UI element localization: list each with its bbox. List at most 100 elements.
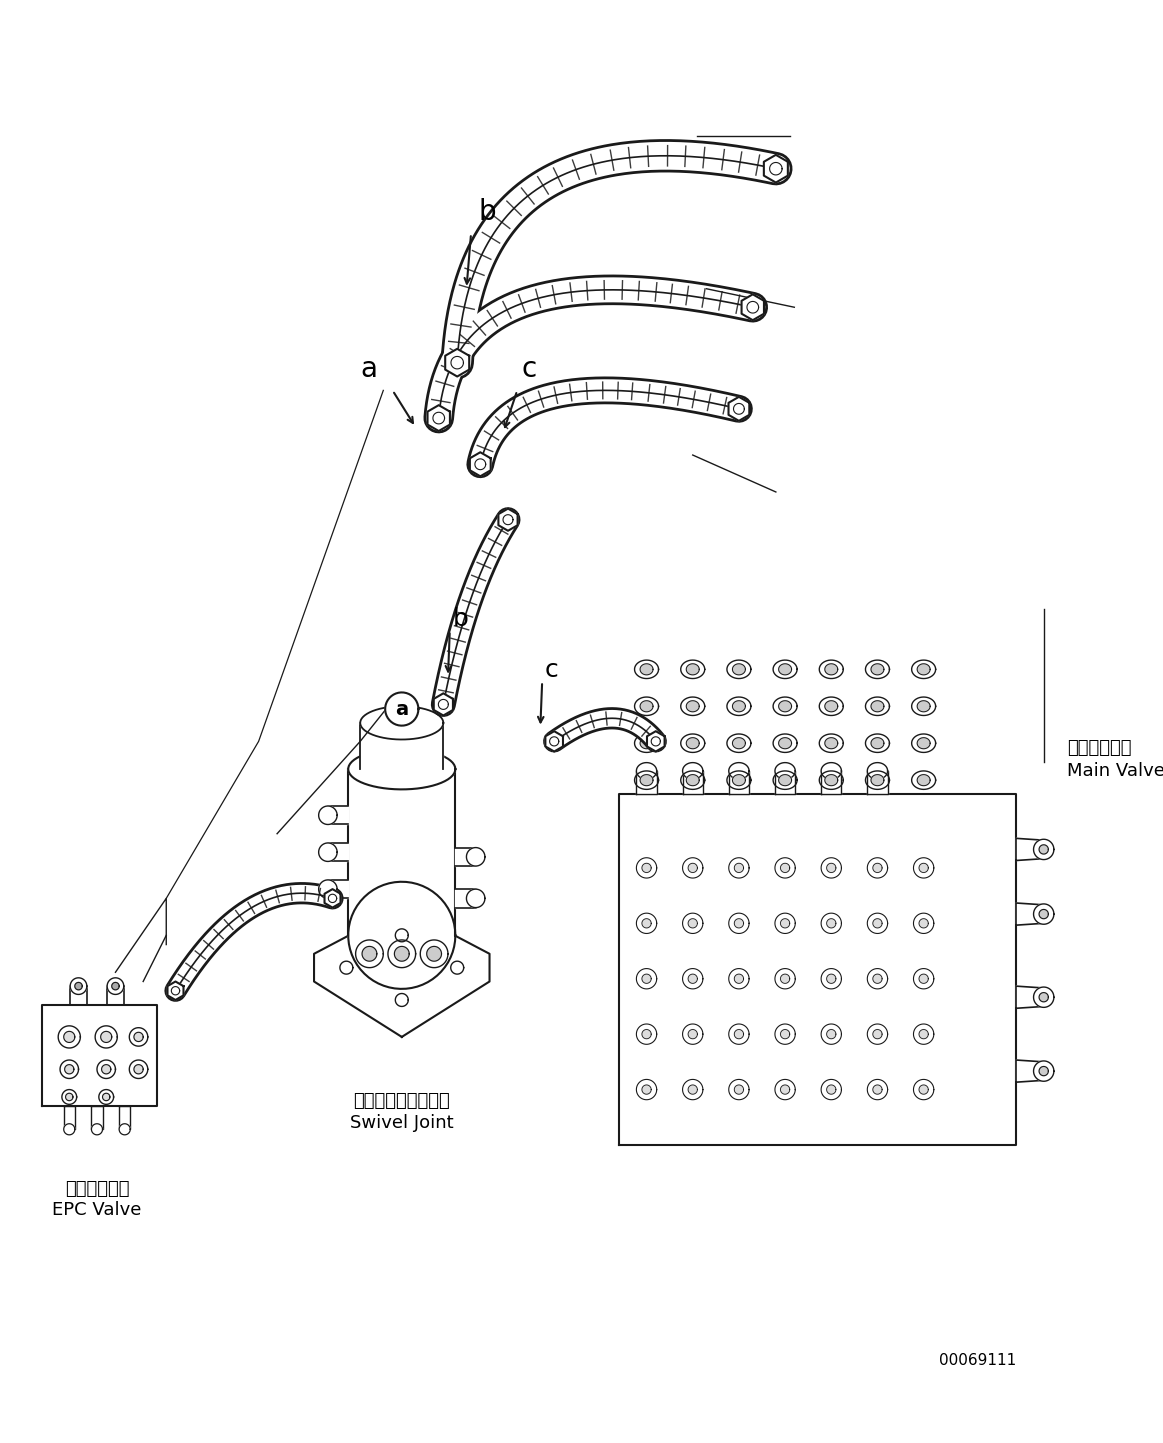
Polygon shape [868,913,887,934]
Polygon shape [62,1089,77,1104]
Polygon shape [1016,903,1043,925]
Polygon shape [385,693,419,726]
Polygon shape [683,913,702,934]
Polygon shape [871,737,884,749]
Polygon shape [394,947,409,961]
Polygon shape [683,968,702,988]
Polygon shape [912,771,936,789]
Polygon shape [827,974,836,983]
Polygon shape [873,974,882,983]
Polygon shape [729,1025,749,1045]
Polygon shape [819,734,843,752]
Polygon shape [918,775,930,785]
Polygon shape [775,1079,795,1100]
Polygon shape [821,1025,842,1045]
Polygon shape [865,659,890,678]
Polygon shape [456,847,476,866]
Polygon shape [825,664,837,675]
Polygon shape [642,1029,651,1039]
Polygon shape [324,889,341,908]
Polygon shape [779,737,792,749]
Polygon shape [92,1124,102,1134]
Polygon shape [636,771,657,794]
Polygon shape [919,863,928,873]
Polygon shape [775,762,795,779]
Polygon shape [688,1085,698,1094]
Polygon shape [635,697,658,716]
Polygon shape [545,732,563,752]
Polygon shape [780,1085,790,1094]
Text: スイベルジョイント: スイベルジョイント [354,1092,450,1110]
Polygon shape [640,737,652,749]
Polygon shape [913,857,934,877]
Polygon shape [727,697,751,716]
Polygon shape [775,913,795,934]
Polygon shape [918,664,930,675]
Polygon shape [733,701,745,711]
Polygon shape [647,732,664,752]
Polygon shape [427,947,442,961]
Polygon shape [871,701,884,711]
Polygon shape [167,981,184,1000]
Polygon shape [821,968,842,988]
Polygon shape [1034,840,1054,860]
Polygon shape [680,771,705,789]
Polygon shape [734,974,743,983]
Polygon shape [827,1085,836,1094]
Text: a: a [361,355,377,382]
Polygon shape [729,857,749,877]
Polygon shape [636,1025,657,1045]
Polygon shape [764,154,787,183]
Polygon shape [348,769,456,935]
Text: EPC Valve: EPC Valve [52,1202,142,1219]
Polygon shape [779,775,792,785]
Polygon shape [1039,993,1048,1001]
Polygon shape [1034,1061,1054,1081]
Polygon shape [65,1094,73,1101]
Polygon shape [319,807,337,824]
Polygon shape [361,723,443,769]
Polygon shape [60,1061,79,1078]
Polygon shape [825,775,837,785]
Polygon shape [74,983,83,990]
Polygon shape [680,659,705,678]
Polygon shape [733,775,745,785]
Polygon shape [734,1029,743,1039]
Polygon shape [97,1061,115,1078]
Polygon shape [780,1029,790,1039]
Polygon shape [773,771,797,789]
Text: Swivel Joint: Swivel Joint [350,1114,454,1131]
Polygon shape [686,775,699,785]
Polygon shape [780,974,790,983]
Polygon shape [319,843,337,861]
Polygon shape [729,1079,749,1100]
Polygon shape [683,762,702,779]
Polygon shape [112,983,119,990]
Polygon shape [328,843,348,861]
Polygon shape [919,1029,928,1039]
Text: 00069111: 00069111 [939,1352,1016,1368]
Polygon shape [729,762,749,779]
Polygon shape [95,1026,117,1048]
Polygon shape [775,968,795,988]
Polygon shape [642,919,651,928]
Polygon shape [865,771,890,789]
Polygon shape [642,1085,651,1094]
Polygon shape [340,961,352,974]
Polygon shape [873,1029,882,1039]
Polygon shape [827,919,836,928]
Polygon shape [873,863,882,873]
Polygon shape [868,857,887,877]
Polygon shape [101,1032,112,1042]
Polygon shape [636,968,657,988]
Polygon shape [635,659,658,678]
Polygon shape [107,986,123,1004]
Polygon shape [734,919,743,928]
Polygon shape [913,968,934,988]
Polygon shape [683,857,702,877]
Polygon shape [328,880,348,899]
Polygon shape [445,349,469,377]
Polygon shape [680,734,705,752]
Polygon shape [775,771,795,794]
Polygon shape [727,659,751,678]
